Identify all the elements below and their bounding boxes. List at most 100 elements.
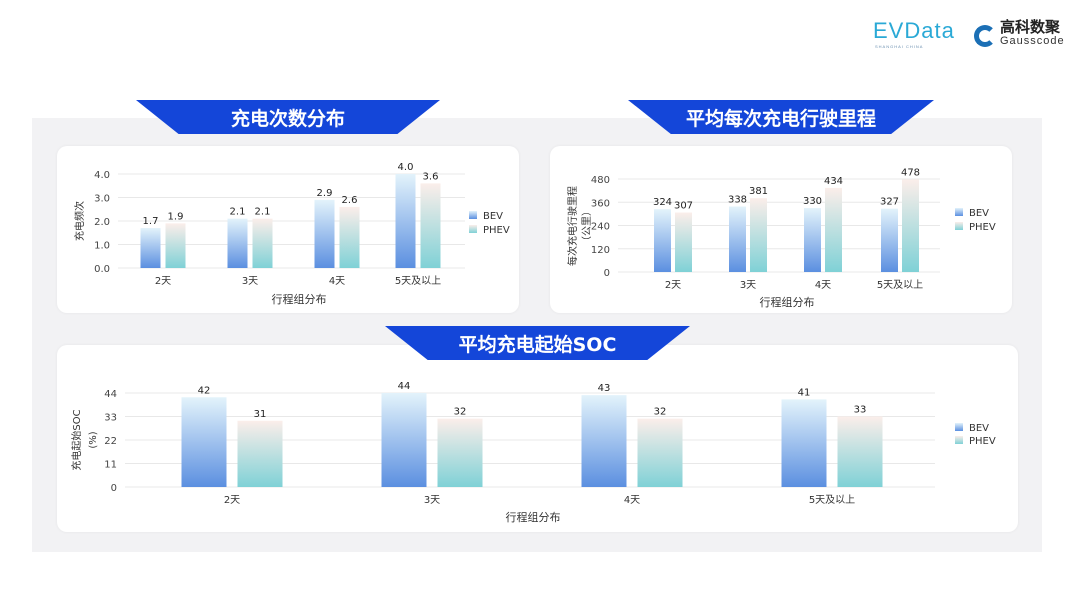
chart-card-charge-count: 0.0 1.0 2.0 3.0 4.0 2天 1.7 1.9 3天 2.1 2.1 4天 2.9 2.6 5… [57, 146, 519, 313]
chart-title-soc: 平均充电起始SOC [385, 326, 690, 360]
x-tick-label: 5天及以上 [809, 494, 855, 506]
chart-card-soc: 0 11 22 33 44 2天 42 31 3天 44 32 4天 43 32 5天及以上 41 33 BEV P… [57, 345, 1018, 532]
bar-phev [252, 218, 273, 268]
legend-swatch-phev [955, 436, 963, 444]
chart-soc: 0 11 22 33 44 2天 42 31 3天 44 32 4天 43 32 5天及以上 41 33 BEV P… [70, 381, 996, 524]
legend-swatch-bev [955, 208, 963, 216]
x-axis-title: 行程组分布 [760, 295, 815, 309]
data-label: 1.9 [168, 211, 184, 222]
data-label: 3.6 [423, 171, 439, 182]
legend-swatch-bev [955, 423, 963, 431]
y-tick-label: 22 [104, 436, 117, 447]
y-tick-label: 11 [104, 460, 117, 471]
x-tick-label: 2天 [665, 280, 681, 291]
data-label: 4.0 [398, 162, 414, 173]
y-axis-title: （公里） [581, 206, 593, 246]
data-label: 42 [198, 385, 211, 396]
y-tick-label: 0 [111, 483, 117, 494]
legend-swatch-phev [469, 225, 477, 233]
legend-label: PHEV [969, 436, 996, 447]
x-tick-label: 2天 [155, 276, 171, 287]
evdata-logo-text: EVData [873, 18, 955, 43]
data-label: 330 [803, 196, 822, 207]
y-tick-label: 240 [591, 222, 610, 233]
bar-bev [729, 206, 746, 272]
chart-title-mileage: 平均每次充电行驶里程 [628, 100, 934, 134]
bar-bev [581, 395, 627, 487]
y-tick-label: 2.0 [94, 217, 110, 228]
data-label: 434 [824, 176, 843, 187]
x-tick-label: 5天及以上 [877, 279, 923, 291]
bar-bev [181, 397, 227, 487]
chart-charge-count: 0.0 1.0 2.0 3.0 4.0 2天 1.7 1.9 3天 2.1 2.1 4天 2.9 2.6 5… [73, 162, 510, 306]
bar-phev [750, 198, 767, 272]
chart-card-mileage: 0 120 240 360 480 2天 324 307 3天 338 381 4天 330 434 5天及… [550, 146, 1012, 313]
y-tick-label: 120 [591, 245, 610, 256]
x-axis-title: 行程组分布 [506, 510, 561, 524]
y-tick-label: 44 [104, 389, 117, 400]
data-label: 2.9 [317, 188, 333, 199]
x-axis-title: 行程组分布 [272, 292, 327, 306]
data-label: 32 [654, 407, 667, 418]
bar-bev [314, 199, 335, 268]
legend-label: BEV [969, 423, 989, 434]
y-axis-title: (%) [88, 431, 99, 448]
bar-bev [804, 208, 821, 272]
bar-phev [637, 418, 683, 487]
legend-label: BEV [969, 208, 989, 219]
x-tick-label: 5天及以上 [395, 275, 441, 287]
legend-label: PHEV [483, 225, 510, 236]
gausscode-logo-cn: 高科数聚 [1000, 18, 1061, 36]
bar-phev [675, 212, 692, 272]
evdata-logo: EVData SHANGHAI CHINA [873, 18, 955, 49]
bar-bev [654, 209, 671, 272]
chart-title-charge-count: 充电次数分布 [136, 100, 440, 134]
data-label: 44 [398, 381, 411, 392]
y-tick-label: 1.0 [94, 241, 110, 252]
legend-label: BEV [483, 211, 503, 222]
data-label: 33 [854, 405, 867, 416]
data-label: 2.6 [342, 195, 358, 206]
gausscode-logo: 高科数聚 Gausscode [974, 20, 1065, 47]
data-label: 41 [798, 387, 811, 398]
data-label: 43 [598, 383, 611, 394]
bar-bev [881, 208, 898, 272]
bar-bev [381, 393, 427, 487]
x-tick-label: 2天 [224, 495, 240, 506]
y-tick-label: 480 [591, 175, 610, 186]
data-label: 478 [901, 167, 920, 178]
y-tick-label: 4.0 [94, 170, 110, 181]
data-label: 338 [728, 195, 747, 206]
y-tick-label: 0 [604, 268, 610, 279]
bar-bev [227, 218, 248, 268]
bar-phev [339, 206, 360, 268]
bar-bev [781, 399, 827, 487]
data-label: 324 [653, 197, 672, 208]
legend-swatch-phev [955, 222, 963, 230]
y-tick-label: 360 [591, 198, 610, 209]
bar-bev [140, 228, 161, 268]
y-axis-title: 每次充电行驶里程 [566, 186, 579, 266]
legend-label: PHEV [969, 222, 996, 233]
bar-phev [825, 187, 842, 272]
bar-phev [437, 418, 483, 487]
x-tick-label: 3天 [424, 495, 440, 506]
y-axis-title: 充电频次 [73, 201, 86, 241]
gausscode-logo-icon [974, 25, 996, 47]
bar-phev [837, 416, 883, 487]
x-tick-label: 4天 [329, 276, 345, 287]
data-label: 327 [880, 197, 899, 208]
data-label: 1.7 [143, 216, 159, 227]
x-tick-label: 4天 [815, 280, 831, 291]
y-tick-label: 33 [104, 413, 117, 424]
bar-phev [237, 420, 283, 487]
evdata-logo-sub: SHANGHAI CHINA [875, 44, 924, 49]
gausscode-logo-en: Gausscode [1000, 35, 1065, 47]
bar-bev [395, 174, 416, 268]
data-label: 307 [674, 201, 693, 212]
data-label: 2.1 [230, 207, 246, 218]
y-tick-label: 0.0 [94, 264, 110, 275]
data-label: 31 [254, 409, 267, 420]
data-label: 381 [749, 186, 768, 197]
